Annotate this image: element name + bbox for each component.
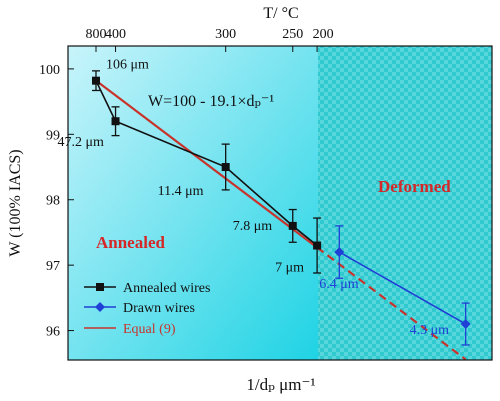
legend-marker-drawn xyxy=(95,302,105,312)
top-tick-label-0: 800 xyxy=(85,27,106,42)
region-label-annealed: Annealed xyxy=(96,233,166,252)
data-label-0-2: 11.4 μm xyxy=(158,184,204,199)
top-tick-label-2: 300 xyxy=(215,27,236,42)
data-label-0-3: 7.8 μm xyxy=(233,219,273,234)
y-tick-label-3: 99 xyxy=(46,128,60,143)
data-label-1-0: 6.4 μm xyxy=(319,277,359,292)
plot-frame xyxy=(67,45,493,361)
legend-label-drawn: Drawn wires xyxy=(123,301,195,316)
y-tick-label-2: 98 xyxy=(46,194,60,209)
y-tick-label-4: 100 xyxy=(39,63,60,78)
legend-label-equal: Equal (9) xyxy=(123,322,176,337)
equal-fit-solid xyxy=(95,79,318,249)
data-label-0-1: 47.2 μm xyxy=(58,135,105,150)
data-point-0-4 xyxy=(313,241,322,250)
data-label-1-1: 4.3 μm xyxy=(410,323,450,338)
y-tick-label-1: 97 xyxy=(46,259,60,274)
deformed-region xyxy=(318,46,492,360)
legend: Annealed wires Drawn wires Equal (9) xyxy=(84,281,210,337)
series-line-1 xyxy=(338,251,467,325)
data-point-0-1 xyxy=(111,117,120,126)
equal-fit-dashed xyxy=(316,246,467,361)
y-tick-label-0: 96 xyxy=(46,325,60,340)
data-point-1-0 xyxy=(334,247,345,258)
x-axis-title: 1/dₚ μm⁻¹ xyxy=(246,375,315,394)
series-marks: 106 μm 47.2 μm 11.4 μm 7.8 μm 7 μm 6.4 μm 4.3 … xyxy=(58,58,471,361)
data-point-0-2 xyxy=(221,163,230,172)
data-point-1-1 xyxy=(460,319,471,330)
data-label-0-0: 106 μm xyxy=(106,58,149,73)
y-axis-ticks: 96 97 98 99 100 xyxy=(39,63,74,340)
data-label-0-4: 7 μm xyxy=(275,261,304,276)
top-axis-title: T/ °C xyxy=(263,5,298,22)
data-point-0-0 xyxy=(91,76,100,85)
y-axis-title: W (100% IACS) xyxy=(7,149,24,256)
top-tick-label-3: 250 xyxy=(282,27,303,42)
legend-label-annealed: Annealed wires xyxy=(123,281,210,296)
equation-label: W=100 - 19.1×dₚ⁻¹ xyxy=(148,93,274,110)
region-label-deformed: Deformed xyxy=(378,177,451,196)
legend-marker-annealed xyxy=(96,283,104,291)
top-tick-label-4: 200 xyxy=(313,27,334,42)
top-tick-label-1: 400 xyxy=(105,27,126,42)
data-point-0-3 xyxy=(288,221,297,230)
